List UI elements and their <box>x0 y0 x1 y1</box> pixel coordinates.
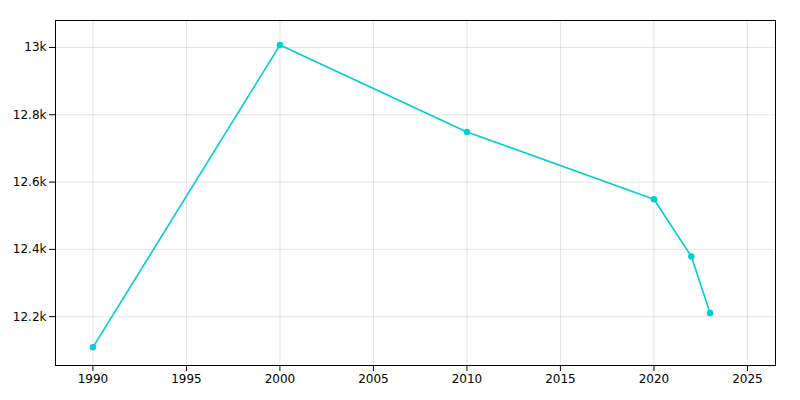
svg-text:1990: 1990 <box>78 372 109 386</box>
svg-text:12.6k: 12.6k <box>13 175 47 189</box>
svg-text:12.8k: 12.8k <box>13 108 47 122</box>
svg-text:2015: 2015 <box>545 372 576 386</box>
svg-text:2000: 2000 <box>265 372 296 386</box>
svg-text:12.2k: 12.2k <box>13 310 47 324</box>
svg-text:2010: 2010 <box>452 372 483 386</box>
svg-text:1995: 1995 <box>171 372 202 386</box>
svg-text:2020: 2020 <box>639 372 670 386</box>
svg-text:2025: 2025 <box>732 372 763 386</box>
svg-text:13k: 13k <box>24 40 46 54</box>
svg-text:12.4k: 12.4k <box>13 242 47 256</box>
svg-text:2005: 2005 <box>358 372 389 386</box>
